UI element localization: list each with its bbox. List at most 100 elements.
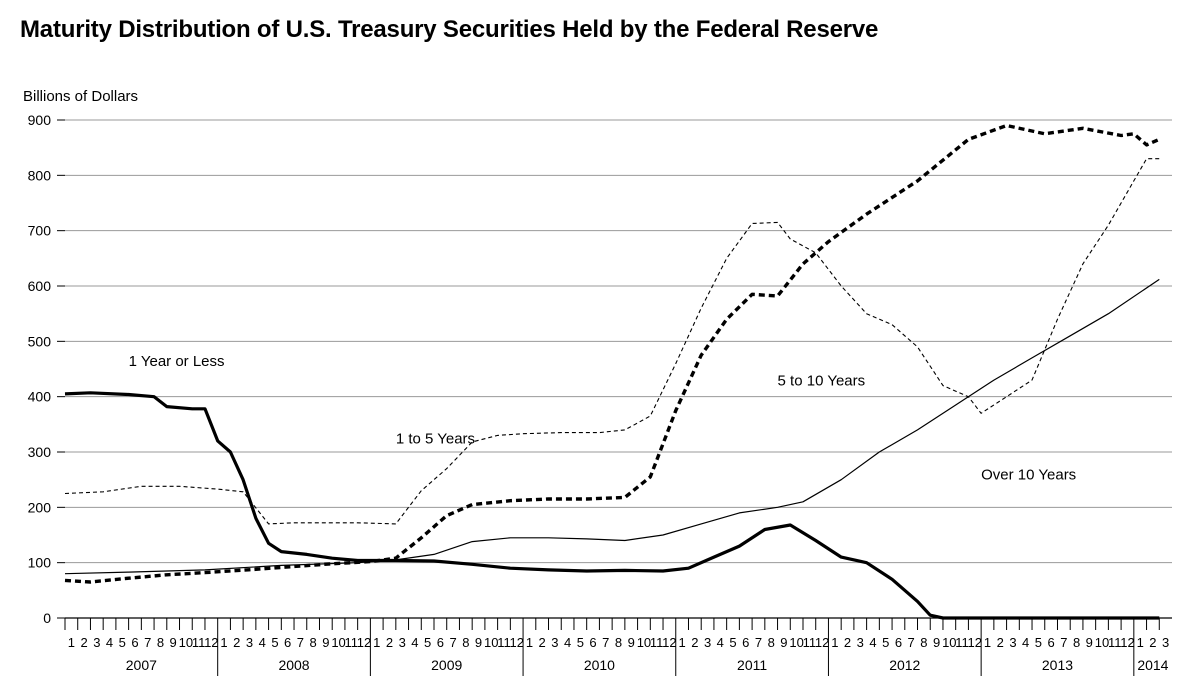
x-tick-label: 9 bbox=[933, 635, 940, 650]
x-tick-label: 4 bbox=[717, 635, 724, 650]
x-tick-label: 12 bbox=[1120, 635, 1134, 650]
chart-title: Maturity Distribution of U.S. Treasury S… bbox=[20, 16, 879, 43]
x-tick-label: 9 bbox=[475, 635, 482, 650]
x-tick-label: 6 bbox=[742, 635, 749, 650]
x-tick-label: 3 bbox=[857, 635, 864, 650]
series-label: 1 to 5 Years bbox=[396, 431, 475, 448]
y-axis: 0 100 200 300 400 500 600 700 800 900 bbox=[28, 112, 65, 626]
x-year-label: 2010 bbox=[584, 657, 615, 673]
x-tick-label: 7 bbox=[449, 635, 456, 650]
y-tick-label: 200 bbox=[28, 499, 52, 515]
x-tick-label: 4 bbox=[411, 635, 418, 650]
x-year-label: 2013 bbox=[1042, 657, 1073, 673]
x-tick-label: 9 bbox=[780, 635, 787, 650]
x-year-label: 2014 bbox=[1137, 657, 1168, 673]
x-tick-label: 12 bbox=[204, 635, 218, 650]
y-tick-label: 500 bbox=[28, 333, 52, 349]
x-tick-label: 1 bbox=[984, 635, 991, 650]
x-tick-label: 1 bbox=[679, 635, 686, 650]
x-year-label: 2007 bbox=[126, 657, 157, 673]
series-label: 1 Year or Less bbox=[129, 353, 225, 370]
x-tick-label: 10 bbox=[179, 635, 193, 650]
x-tick-label: 10 bbox=[484, 635, 498, 650]
x-year-label: 2008 bbox=[278, 657, 309, 673]
x-tick-label: 4 bbox=[106, 635, 113, 650]
series-line-1-to-5-years bbox=[64, 158, 1160, 525]
x-tick-label: 4 bbox=[564, 635, 571, 650]
series-label: Over 10 Years bbox=[981, 467, 1076, 484]
x-tick-label: 1 bbox=[68, 635, 75, 650]
x-tick-label: 2 bbox=[80, 635, 87, 650]
x-tick-label: 12 bbox=[509, 635, 523, 650]
x-tick-label: 3 bbox=[551, 635, 558, 650]
x-tick-label: 7 bbox=[297, 635, 304, 650]
x-tick-label: 6 bbox=[284, 635, 291, 650]
x-tick-label: 2 bbox=[997, 635, 1004, 650]
x-tick-label: 6 bbox=[589, 635, 596, 650]
x-tick-label: 12 bbox=[815, 635, 829, 650]
x-tick-label: 2 bbox=[233, 635, 240, 650]
x-tick-label: 2 bbox=[386, 635, 393, 650]
x-tick-label: 2 bbox=[691, 635, 698, 650]
x-tick-label: 1 bbox=[220, 635, 227, 650]
x-tick-label: 8 bbox=[768, 635, 775, 650]
x-tick-label: 5 bbox=[424, 635, 431, 650]
x-tick-label: 11 bbox=[650, 635, 664, 650]
x-tick-label: 11 bbox=[803, 635, 817, 650]
x-tick-label: 2 bbox=[539, 635, 546, 650]
x-tick-label: 3 bbox=[246, 635, 253, 650]
gridlines bbox=[65, 119, 1172, 564]
x-tick-label: 2 bbox=[844, 635, 851, 650]
x-tick-label: 11 bbox=[497, 635, 511, 650]
x-tick-label: 1 bbox=[373, 635, 380, 650]
x-tick-label: 5 bbox=[119, 635, 126, 650]
x-tick-label: 3 bbox=[399, 635, 406, 650]
x-tick-label: 9 bbox=[1086, 635, 1093, 650]
y-tick-label: 600 bbox=[28, 278, 52, 294]
x-tick-label: 12 bbox=[968, 635, 982, 650]
x-tick-label: 8 bbox=[157, 635, 164, 650]
series-label: 5 to 10 Years bbox=[778, 373, 866, 390]
x-tick-label: 11 bbox=[192, 635, 206, 650]
x-tick-label: 1 bbox=[831, 635, 838, 650]
series-line-1-year-or-less bbox=[64, 391, 1160, 620]
x-tick-label: 6 bbox=[437, 635, 444, 650]
series-line-over-10-years bbox=[64, 278, 1160, 575]
x-tick-label: 9 bbox=[322, 635, 329, 650]
x-tick-label: 5 bbox=[1035, 635, 1042, 650]
x-tick-label: 6 bbox=[895, 635, 902, 650]
x-tick-label: 6 bbox=[1048, 635, 1055, 650]
x-tick-label: 8 bbox=[310, 635, 317, 650]
x-tick-label: 6 bbox=[131, 635, 138, 650]
x-tick-label: 8 bbox=[920, 635, 927, 650]
x-tick-label: 7 bbox=[1060, 635, 1067, 650]
x-tick-label: 12 bbox=[357, 635, 371, 650]
x-tick-label: 10 bbox=[942, 635, 956, 650]
x-tick-label: 7 bbox=[144, 635, 151, 650]
x-tick-label: 3 bbox=[1162, 635, 1169, 650]
y-tick-label: 400 bbox=[28, 389, 52, 405]
annotations: 1 Year or Less 1 to 5 Years 5 to 10 Years O… bbox=[129, 353, 1077, 483]
x-tick-label: 5 bbox=[577, 635, 584, 650]
x-tick-label: 10 bbox=[789, 635, 803, 650]
x-tick-label: 4 bbox=[259, 635, 266, 650]
x-tick-label: 3 bbox=[704, 635, 711, 650]
y-tick-label: 800 bbox=[28, 167, 52, 183]
x-tick-label: 10 bbox=[1095, 635, 1109, 650]
y-tick-label: 100 bbox=[28, 555, 52, 571]
x-tick-label: 7 bbox=[755, 635, 762, 650]
x-tick-label: 10 bbox=[637, 635, 651, 650]
x-tick-label: 1 bbox=[526, 635, 533, 650]
x-tick-label: 8 bbox=[1073, 635, 1080, 650]
x-tick-label: 1 bbox=[1137, 635, 1144, 650]
x-tick-label: 3 bbox=[93, 635, 100, 650]
x-year-label: 2012 bbox=[889, 657, 920, 673]
x-tick-label: 5 bbox=[271, 635, 278, 650]
x-year-label: 2011 bbox=[737, 657, 767, 673]
x-tick-label: 4 bbox=[869, 635, 876, 650]
x-tick-label: 10 bbox=[331, 635, 345, 650]
x-tick-label: 8 bbox=[615, 635, 622, 650]
series-group bbox=[64, 123, 1160, 620]
